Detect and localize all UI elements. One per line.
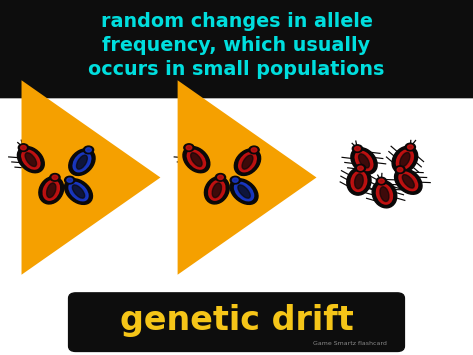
Ellipse shape	[242, 155, 253, 169]
Ellipse shape	[187, 150, 205, 169]
Ellipse shape	[235, 182, 254, 201]
Ellipse shape	[351, 171, 367, 191]
Circle shape	[407, 145, 413, 149]
Ellipse shape	[239, 153, 256, 172]
Circle shape	[251, 148, 257, 152]
Ellipse shape	[400, 152, 410, 167]
Ellipse shape	[230, 179, 258, 204]
Ellipse shape	[399, 172, 418, 191]
Ellipse shape	[22, 150, 40, 169]
Text: random changes in allele
frequency, which usually
occurs in small populations: random changes in allele frequency, whic…	[88, 12, 385, 79]
Ellipse shape	[65, 179, 92, 204]
Ellipse shape	[191, 153, 202, 166]
Circle shape	[215, 174, 226, 181]
Circle shape	[355, 147, 360, 151]
Ellipse shape	[209, 180, 225, 200]
Text: genetic drift: genetic drift	[120, 304, 353, 337]
FancyBboxPatch shape	[69, 293, 404, 351]
Circle shape	[83, 146, 94, 154]
Ellipse shape	[359, 154, 369, 168]
Ellipse shape	[73, 153, 91, 172]
Circle shape	[20, 146, 26, 150]
Circle shape	[218, 175, 223, 180]
Ellipse shape	[39, 176, 64, 204]
Ellipse shape	[355, 151, 373, 170]
Ellipse shape	[18, 147, 44, 173]
Ellipse shape	[43, 180, 60, 200]
Ellipse shape	[403, 175, 414, 188]
Circle shape	[18, 144, 28, 152]
Ellipse shape	[377, 184, 393, 204]
Circle shape	[52, 175, 58, 180]
Ellipse shape	[25, 153, 36, 166]
Circle shape	[50, 174, 60, 181]
Ellipse shape	[392, 146, 418, 173]
Ellipse shape	[372, 180, 397, 208]
Circle shape	[377, 177, 386, 185]
Circle shape	[355, 164, 366, 172]
Ellipse shape	[394, 168, 422, 194]
Circle shape	[184, 144, 194, 152]
Ellipse shape	[380, 187, 389, 202]
Circle shape	[358, 166, 363, 170]
Circle shape	[65, 176, 75, 184]
Circle shape	[405, 143, 415, 151]
FancyBboxPatch shape	[0, 0, 473, 98]
Ellipse shape	[183, 147, 210, 173]
Circle shape	[249, 146, 259, 154]
Ellipse shape	[204, 176, 229, 204]
Circle shape	[67, 178, 72, 182]
Circle shape	[352, 145, 362, 153]
Circle shape	[397, 168, 403, 172]
Ellipse shape	[77, 155, 88, 169]
Circle shape	[378, 179, 384, 183]
Text: Game Smartz flashcard: Game Smartz flashcard	[313, 341, 387, 346]
Circle shape	[232, 178, 238, 182]
Ellipse shape	[238, 185, 250, 198]
Circle shape	[86, 148, 91, 152]
Ellipse shape	[69, 182, 88, 201]
Ellipse shape	[47, 183, 56, 198]
Ellipse shape	[69, 149, 95, 175]
Ellipse shape	[396, 150, 413, 169]
Circle shape	[230, 176, 240, 184]
Ellipse shape	[72, 185, 85, 198]
Ellipse shape	[355, 174, 363, 189]
Circle shape	[395, 166, 405, 174]
Ellipse shape	[347, 168, 371, 195]
Circle shape	[186, 146, 192, 150]
Ellipse shape	[234, 149, 261, 175]
Ellipse shape	[351, 148, 377, 174]
Ellipse shape	[212, 183, 221, 198]
